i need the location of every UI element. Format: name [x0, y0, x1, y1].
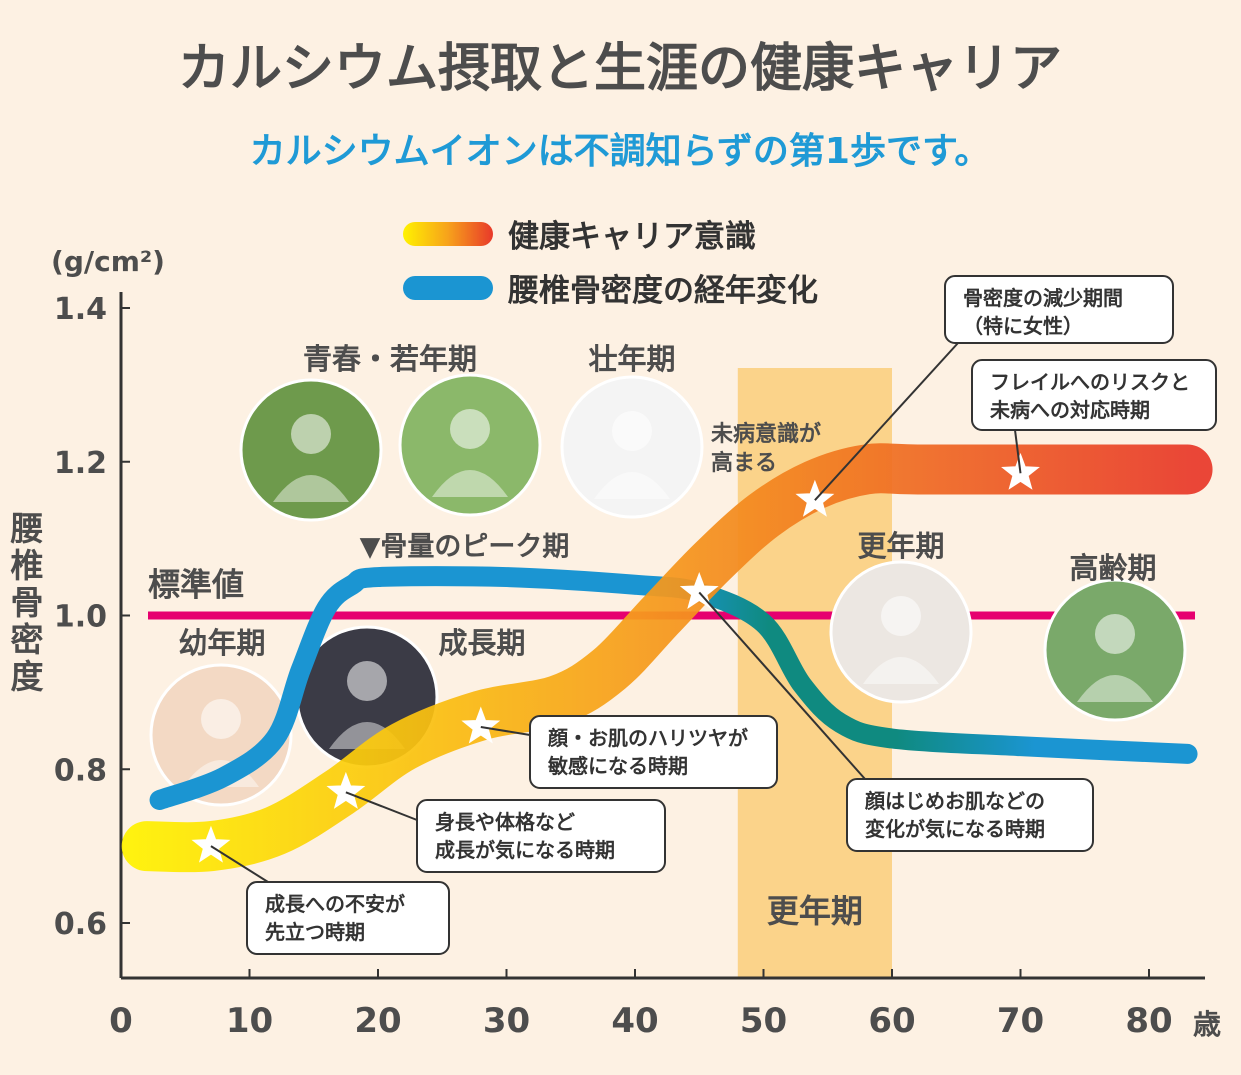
callout-text: 骨密度の減少期間 — [963, 286, 1123, 310]
prevention-awareness-note: 高まる — [711, 450, 777, 476]
legend-career-label: 健康キャリア意識 — [508, 219, 756, 255]
students-photo-head — [347, 661, 387, 701]
legend-bone-swatch — [403, 276, 493, 300]
callout-box — [416, 799, 666, 873]
pregnant-woman-photo-head — [612, 411, 652, 451]
life-stage-label: 壮年期 — [588, 342, 675, 376]
menopause-woman-photo-body — [863, 657, 939, 684]
elderly-couple-photo-head — [1095, 614, 1135, 654]
bone-peak-label: ▼骨量のピーク期 — [360, 532, 570, 563]
milestone-star-icon — [191, 825, 231, 863]
x-tick-label: 80 — [1125, 1001, 1172, 1041]
y-tick-label: 1.2 — [54, 446, 107, 481]
x-axis-unit: 歳 — [1193, 1008, 1221, 1041]
x-tick-label: 60 — [868, 1001, 915, 1041]
milestone-star-icon — [461, 706, 501, 744]
x-tick-label: 0 — [109, 1001, 133, 1041]
callout-leader-line — [814, 342, 959, 501]
pregnant-woman-photo-body — [594, 472, 670, 499]
legend-career-swatch — [403, 222, 493, 246]
jogging-photo-head — [450, 409, 490, 449]
callout-leader-line — [480, 725, 531, 736]
menopause-band-label: 更年期 — [767, 892, 863, 930]
y-tick-label: 1.4 — [54, 292, 107, 327]
callout-text: 未病への対応時期 — [990, 398, 1150, 422]
jogging-photo-body — [432, 470, 508, 497]
callout-text: 敏感になる時期 — [547, 754, 688, 778]
milestone-star-icon — [679, 572, 719, 609]
callout-text: （特に女性） — [963, 314, 1083, 338]
milestone-star-icon — [795, 479, 835, 517]
callout-box — [971, 359, 1217, 431]
y-tick-label: 0.6 — [54, 907, 107, 942]
elderly-couple-photo-body — [1077, 675, 1153, 702]
callout-text: 成長への不安が — [265, 892, 405, 916]
callout-text: フレイルへのリスクと — [990, 370, 1190, 394]
x-tick-label: 70 — [997, 1001, 1044, 1041]
y-tick-label: 1.0 — [54, 600, 107, 635]
callout-text: 先立つ時期 — [265, 920, 365, 944]
callout-box — [944, 275, 1174, 344]
callout-box — [529, 715, 778, 789]
callout-box — [846, 778, 1094, 852]
callout-leader-line — [1014, 429, 1022, 474]
callout-text: 成長が気になる時期 — [435, 838, 615, 862]
x-tick-label: 10 — [226, 1001, 273, 1041]
soccer-photo-body — [273, 475, 349, 502]
callout-text: 顔・お肌のハリツヤが — [547, 726, 748, 750]
callout-leader-line — [210, 845, 269, 883]
life-stage-label: 青春・若年期 — [303, 342, 477, 376]
callout-leader-line — [345, 791, 418, 821]
x-tick-label: 50 — [740, 1001, 787, 1041]
life-stage-label: 更年期 — [857, 529, 944, 563]
y-axis-unit: (g/cm²) — [51, 245, 165, 278]
life-stage-label: 幼年期 — [178, 626, 265, 660]
y-tick-label: 0.8 — [54, 753, 107, 788]
milestone-star-icon — [326, 771, 366, 809]
prevention-awareness-note: 未病意識が — [711, 421, 821, 447]
callout-text: 身長や体格など — [435, 810, 575, 834]
toddler-photo-head — [201, 699, 241, 739]
callout-text: 顔はじめお肌などの — [864, 789, 1045, 813]
chart-subtitle: カルシウムイオンは不調知らずの第1歩です。 — [250, 131, 991, 172]
x-tick-label: 30 — [483, 1001, 530, 1041]
menopause-woman-photo-head — [881, 596, 921, 636]
x-tick-label: 20 — [354, 1001, 401, 1041]
callout-box — [246, 881, 450, 955]
callout-leader-line — [698, 591, 866, 780]
life-stage-label: 成長期 — [438, 626, 525, 660]
bone-density-series-line — [149, 566, 1198, 810]
callout-text: 変化が気になる時期 — [865, 817, 1045, 841]
legend: 健康キャリア意識 腰椎骨密度の経年変化 — [403, 219, 818, 309]
health-career-series-line — [121, 443, 1213, 873]
standard-label: 標準値 — [148, 566, 244, 604]
legend-bone-label: 腰椎骨密度の経年変化 — [508, 273, 818, 309]
soccer-photo-head — [291, 414, 331, 454]
y-axis-label: 腰椎骨密度 — [11, 509, 44, 696]
life-stage-label: 高齢期 — [1069, 551, 1156, 585]
chart-title: カルシウム摂取と生涯の健康キャリア — [178, 39, 1062, 99]
x-tick-label: 40 — [611, 1001, 658, 1041]
